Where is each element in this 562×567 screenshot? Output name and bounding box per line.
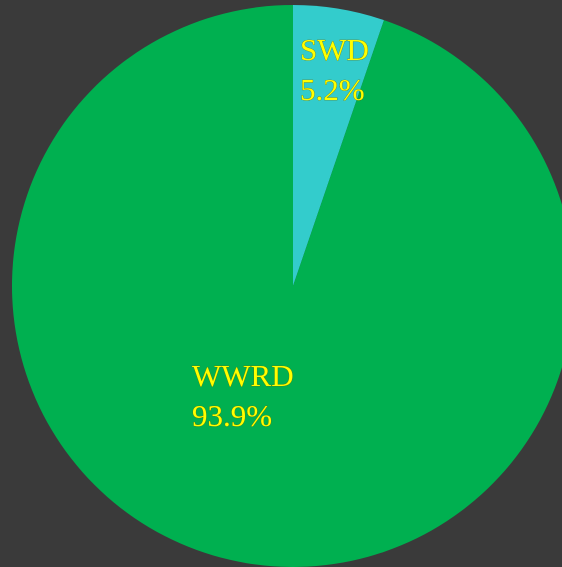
slice-category-label: WWRD [192,358,294,393]
pie-slice [293,5,384,286]
pie-slice [12,5,562,567]
slice-category-label: SWD [300,32,369,67]
slice-value-label: 5.2% [300,72,365,107]
slice-value-label: 93.9% [192,398,272,433]
